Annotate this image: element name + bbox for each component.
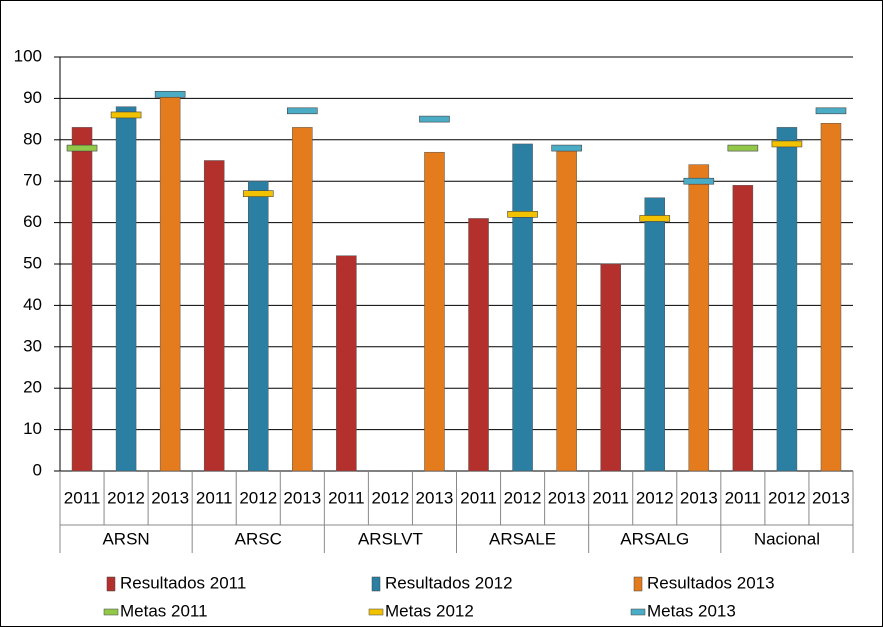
bar [203, 160, 225, 472]
legend-swatch [368, 608, 384, 616]
x-tick-label: 2013 [812, 488, 850, 507]
target-marker [419, 115, 450, 123]
bar [644, 197, 665, 472]
bar [776, 127, 798, 472]
legend-label: Metas 2012 [385, 601, 474, 620]
group-label: ARSALG [620, 529, 689, 548]
x-tick-label: 2012 [636, 488, 674, 507]
target-marker [507, 211, 538, 218]
legend-label: Resultados 2012 [385, 573, 513, 592]
target-marker [727, 144, 759, 152]
y-tick-label: 20 [23, 378, 42, 397]
bar [336, 255, 357, 472]
bar [600, 263, 621, 472]
bar [424, 151, 445, 472]
group-label: ARSLVT [358, 529, 423, 548]
target-marker [551, 144, 582, 152]
target-marker [683, 177, 715, 185]
target-marker [639, 215, 671, 222]
x-tick-label: 2012 [768, 488, 806, 507]
x-tick-label: 2011 [460, 488, 497, 507]
x-tick-label: 2012 [372, 488, 410, 507]
x-tick-label: 2011 [328, 488, 365, 507]
target-marker [815, 107, 847, 115]
bar [732, 185, 754, 472]
target-marker [242, 190, 274, 197]
group-label: ARSN [102, 529, 149, 548]
legend-label: Resultados 2011 [120, 573, 246, 592]
legend-label: Metas 2013 [647, 601, 736, 620]
y-tick-label: 100 [14, 46, 42, 65]
group-label: ARSC [235, 529, 282, 548]
bar [248, 180, 269, 472]
target-marker [771, 140, 803, 148]
group-label: Nacional [754, 529, 820, 548]
x-tick-label: 2011 [592, 488, 629, 507]
y-tick-label: 50 [23, 253, 42, 272]
bar [71, 127, 93, 472]
bar [292, 127, 313, 472]
bar [512, 143, 533, 472]
x-tick-label: 2011 [64, 488, 101, 507]
bar [159, 94, 181, 472]
legend-label: Metas 2011 [120, 601, 208, 620]
bar [820, 122, 842, 472]
legend-swatch [633, 576, 643, 592]
x-tick-label: 2012 [504, 488, 542, 507]
legend-label: Resultados 2013 [647, 573, 775, 592]
y-tick-label: 30 [23, 336, 42, 355]
bar [115, 106, 137, 472]
group-label: ARSALE [489, 529, 556, 548]
y-tick-label: 80 [23, 129, 42, 148]
y-tick-label: 10 [23, 419, 42, 438]
x-tick-label: 2011 [196, 488, 233, 507]
y-tick-label: 60 [23, 212, 42, 231]
x-tick-label: 2013 [680, 488, 718, 507]
target-marker [287, 107, 318, 115]
target-marker [66, 144, 98, 152]
target-marker [154, 90, 186, 98]
y-tick-label: 0 [33, 460, 42, 479]
legend-swatch [103, 608, 119, 616]
x-tick-label: 2012 [239, 488, 277, 507]
bar [688, 164, 710, 472]
y-tick-label: 40 [23, 295, 42, 314]
legend-swatch [630, 608, 646, 616]
bar [468, 218, 489, 472]
legend-swatch [371, 576, 381, 592]
target-marker [110, 111, 142, 119]
y-tick-label: 90 [23, 88, 42, 107]
legend-swatch [106, 576, 116, 592]
x-tick-label: 2013 [151, 488, 189, 507]
x-tick-label: 2013 [548, 488, 586, 507]
x-tick-label: 2012 [107, 488, 145, 507]
x-tick-label: 2013 [416, 488, 454, 507]
x-tick-label: 2011 [725, 488, 762, 507]
x-tick-label: 2013 [283, 488, 321, 507]
bar [556, 147, 577, 472]
y-tick-label: 70 [23, 171, 42, 190]
